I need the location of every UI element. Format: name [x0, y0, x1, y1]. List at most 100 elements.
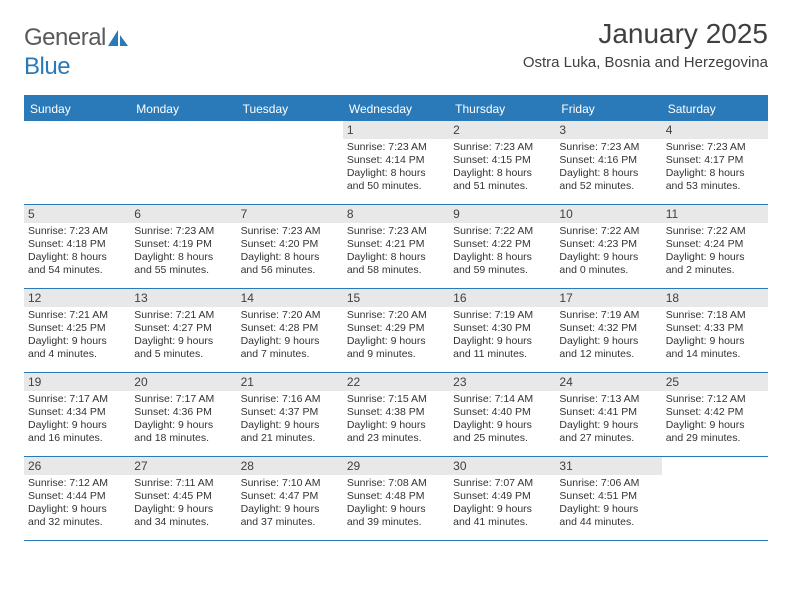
calendar-cell	[130, 121, 236, 204]
day-header-monday: Monday	[130, 97, 236, 121]
sun-info: Sunrise: 7:19 AMSunset: 4:30 PMDaylight:…	[453, 309, 551, 362]
day-number: 19	[24, 373, 130, 391]
logo-text: GeneralBlue	[24, 24, 130, 81]
calendar-cell: 5 Sunrise: 7:23 AMSunset: 4:18 PMDaylight…	[24, 205, 130, 288]
sun-info: Sunrise: 7:23 AMSunset: 4:19 PMDaylight:…	[134, 225, 232, 278]
calendar-cell: 4 Sunrise: 7:23 AMSunset: 4:17 PMDaylight…	[662, 121, 768, 204]
day-header-thursday: Thursday	[449, 97, 555, 121]
calendar-cell: 26Sunrise: 7:12 AMSunset: 4:44 PMDayligh…	[24, 457, 130, 540]
logo: GeneralBlue	[24, 18, 130, 81]
day-header-saturday: Saturday	[662, 97, 768, 121]
calendar-cell: 27Sunrise: 7:11 AMSunset: 4:45 PMDayligh…	[130, 457, 236, 540]
sun-info: Sunrise: 7:23 AMSunset: 4:16 PMDaylight:…	[559, 141, 657, 194]
calendar-cell: 30 Sunrise: 7:07 AMSunset: 4:49 PMDayligh…	[449, 457, 555, 540]
calendar-cell: 22Sunrise: 7:15 AMSunset: 4:38 PMDayligh…	[343, 373, 449, 456]
week-row: 26Sunrise: 7:12 AMSunset: 4:44 PMDayligh…	[24, 457, 768, 541]
day-number: 20	[130, 373, 236, 391]
sun-info: Sunrise: 7:17 AMSunset: 4:36 PMDaylight:…	[134, 393, 232, 446]
sun-info: Sunrise: 7:22 AMSunset: 4:24 PMDaylight:…	[666, 225, 764, 278]
day-number: 21	[237, 373, 343, 391]
day-header-sunday: Sunday	[24, 97, 130, 121]
day-number: 25	[662, 373, 768, 391]
calendar-cell: 24Sunrise: 7:13 AMSunset: 4:41 PMDayligh…	[555, 373, 661, 456]
location-subtitle: Ostra Luka, Bosnia and Herzegovina	[523, 54, 768, 71]
day-number: 29	[343, 457, 449, 475]
calendar-weeks: 1 Sunrise: 7:23 AMSunset: 4:14 PMDaylight…	[24, 121, 768, 541]
sun-info: Sunrise: 7:22 AMSunset: 4:23 PMDaylight:…	[559, 225, 657, 278]
sun-info: Sunrise: 7:23 AMSunset: 4:14 PMDaylight:…	[347, 141, 445, 194]
calendar-cell: 16 Sunrise: 7:19 AMSunset: 4:30 PMDayligh…	[449, 289, 555, 372]
day-number: 22	[343, 373, 449, 391]
logo-word-blue: Blue	[24, 53, 70, 80]
sun-info: Sunrise: 7:22 AMSunset: 4:22 PMDaylight:…	[453, 225, 551, 278]
calendar-cell: 15Sunrise: 7:20 AMSunset: 4:29 PMDayligh…	[343, 289, 449, 372]
sun-info: Sunrise: 7:18 AMSunset: 4:33 PMDaylight:…	[666, 309, 764, 362]
calendar-cell: 23 Sunrise: 7:14 AMSunset: 4:40 PMDayligh…	[449, 373, 555, 456]
sun-info: Sunrise: 7:21 AMSunset: 4:27 PMDaylight:…	[134, 309, 232, 362]
day-number: 30	[449, 457, 555, 475]
day-number: 31	[555, 457, 661, 475]
sun-info: Sunrise: 7:14 AMSunset: 4:40 PMDaylight:…	[453, 393, 551, 446]
sun-info: Sunrise: 7:16 AMSunset: 4:37 PMDaylight:…	[241, 393, 339, 446]
calendar-cell: 3 Sunrise: 7:23 AMSunset: 4:16 PMDaylight…	[555, 121, 661, 204]
sun-info: Sunrise: 7:23 AMSunset: 4:21 PMDaylight:…	[347, 225, 445, 278]
calendar-cell: 2Sunrise: 7:23 AMSunset: 4:15 PMDaylight…	[449, 121, 555, 204]
day-number: 6	[130, 205, 236, 223]
calendar-cell	[237, 121, 343, 204]
sun-info: Sunrise: 7:07 AMSunset: 4:49 PMDaylight:…	[453, 477, 551, 530]
day-number: 4	[662, 121, 768, 139]
sun-info: Sunrise: 7:21 AMSunset: 4:25 PMDaylight:…	[28, 309, 126, 362]
week-row: 19 Sunrise: 7:17 AMSunset: 4:34 PMDayligh…	[24, 373, 768, 457]
sun-info: Sunrise: 7:06 AMSunset: 4:51 PMDaylight:…	[559, 477, 657, 530]
day-number: 5	[24, 205, 130, 223]
day-number: 13	[130, 289, 236, 307]
calendar-cell: 14Sunrise: 7:20 AMSunset: 4:28 PMDayligh…	[237, 289, 343, 372]
calendar-cell: 19 Sunrise: 7:17 AMSunset: 4:34 PMDayligh…	[24, 373, 130, 456]
day-header-row: SundayMondayTuesdayWednesdayThursdayFrid…	[24, 97, 768, 121]
day-number: 10	[555, 205, 661, 223]
sun-info: Sunrise: 7:23 AMSunset: 4:15 PMDaylight:…	[453, 141, 551, 194]
day-number: 18	[662, 289, 768, 307]
day-number: 12	[24, 289, 130, 307]
title-block: January 2025 Ostra Luka, Bosnia and Herz…	[523, 18, 768, 71]
sun-info: Sunrise: 7:12 AMSunset: 4:44 PMDaylight:…	[28, 477, 126, 530]
day-number: 17	[555, 289, 661, 307]
header: GeneralBlue January 2025 Ostra Luka, Bos…	[24, 18, 768, 81]
day-header-wednesday: Wednesday	[343, 97, 449, 121]
day-number: 14	[237, 289, 343, 307]
day-number: 7	[237, 205, 343, 223]
calendar-cell	[24, 121, 130, 204]
calendar-cell: 6 Sunrise: 7:23 AMSunset: 4:19 PMDaylight…	[130, 205, 236, 288]
calendar-cell: 12 Sunrise: 7:21 AMSunset: 4:25 PMDayligh…	[24, 289, 130, 372]
day-number: 3	[555, 121, 661, 139]
day-number: 1	[343, 121, 449, 139]
day-number: 8	[343, 205, 449, 223]
day-number: 16	[449, 289, 555, 307]
calendar-cell: 29Sunrise: 7:08 AMSunset: 4:48 PMDayligh…	[343, 457, 449, 540]
day-number: 9	[449, 205, 555, 223]
day-number: 23	[449, 373, 555, 391]
sun-info: Sunrise: 7:23 AMSunset: 4:20 PMDaylight:…	[241, 225, 339, 278]
calendar-cell: 13 Sunrise: 7:21 AMSunset: 4:27 PMDayligh…	[130, 289, 236, 372]
logo-word-general: General	[24, 24, 106, 51]
calendar-cell: 1 Sunrise: 7:23 AMSunset: 4:14 PMDaylight…	[343, 121, 449, 204]
calendar-cell: 17Sunrise: 7:19 AMSunset: 4:32 PMDayligh…	[555, 289, 661, 372]
day-number: 15	[343, 289, 449, 307]
calendar-cell: 10 Sunrise: 7:22 AMSunset: 4:23 PMDayligh…	[555, 205, 661, 288]
day-header-tuesday: Tuesday	[237, 97, 343, 121]
day-number: 24	[555, 373, 661, 391]
page-title: January 2025	[523, 18, 768, 50]
logo-sail-icon	[108, 25, 130, 53]
sun-info: Sunrise: 7:23 AMSunset: 4:17 PMDaylight:…	[666, 141, 764, 194]
sun-info: Sunrise: 7:17 AMSunset: 4:34 PMDaylight:…	[28, 393, 126, 446]
calendar-cell: 20 Sunrise: 7:17 AMSunset: 4:36 PMDayligh…	[130, 373, 236, 456]
week-row: 12 Sunrise: 7:21 AMSunset: 4:25 PMDayligh…	[24, 289, 768, 373]
sun-info: Sunrise: 7:12 AMSunset: 4:42 PMDaylight:…	[666, 393, 764, 446]
calendar-cell: 25 Sunrise: 7:12 AMSunset: 4:42 PMDayligh…	[662, 373, 768, 456]
week-row: 5 Sunrise: 7:23 AMSunset: 4:18 PMDaylight…	[24, 205, 768, 289]
calendar-cell: 31 Sunrise: 7:06 AMSunset: 4:51 PMDayligh…	[555, 457, 661, 540]
sun-info: Sunrise: 7:10 AMSunset: 4:47 PMDaylight:…	[241, 477, 339, 530]
sun-info: Sunrise: 7:23 AMSunset: 4:18 PMDaylight:…	[28, 225, 126, 278]
day-header-friday: Friday	[555, 97, 661, 121]
day-number: 28	[237, 457, 343, 475]
